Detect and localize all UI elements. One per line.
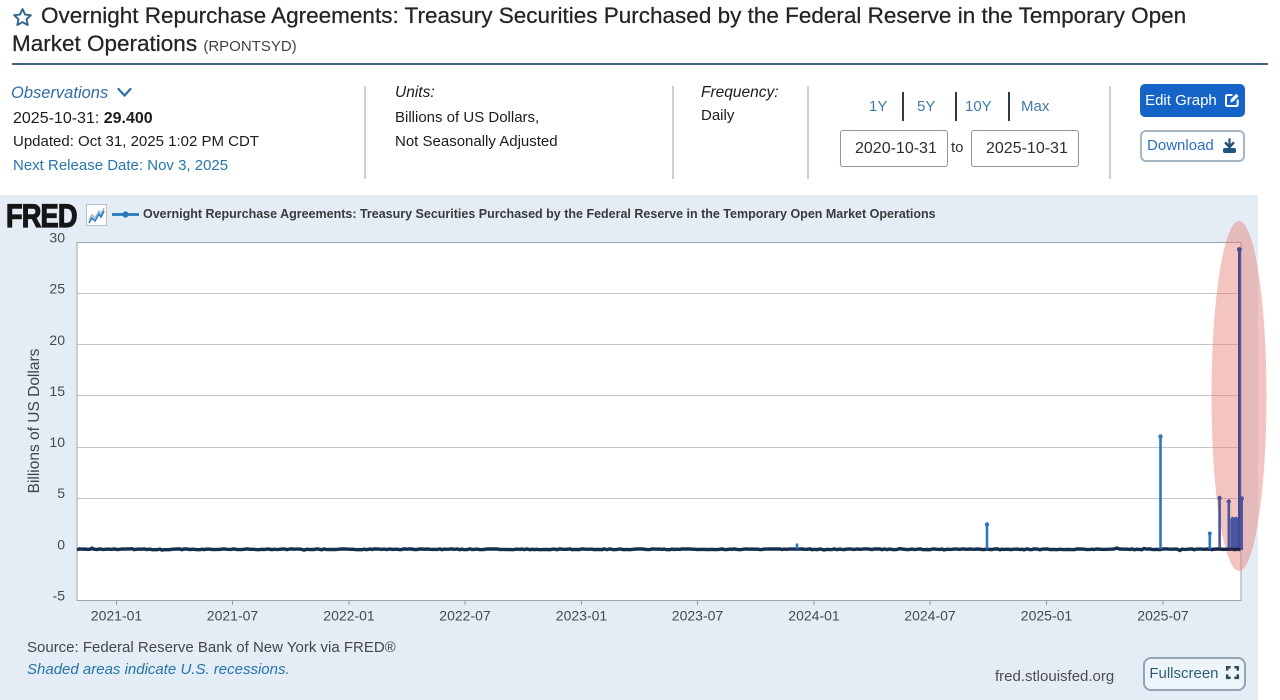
svg-text:2022-01: 2022-01 — [323, 608, 375, 624]
svg-text:20: 20 — [49, 332, 65, 348]
svg-text:0: 0 — [57, 536, 65, 552]
svg-text:-5: -5 — [53, 588, 66, 604]
svg-text:5: 5 — [57, 485, 65, 501]
svg-text:2023-07: 2023-07 — [672, 608, 724, 624]
svg-text:2024-07: 2024-07 — [904, 608, 956, 624]
svg-text:2022-07: 2022-07 — [439, 608, 491, 624]
svg-text:Billions of US Dollars: Billions of US Dollars — [26, 348, 43, 493]
svg-text:2025-07: 2025-07 — [1137, 608, 1189, 624]
svg-text:2021-01: 2021-01 — [91, 608, 143, 624]
svg-text:15: 15 — [49, 383, 65, 399]
svg-text:2021-07: 2021-07 — [207, 608, 259, 624]
svg-text:25: 25 — [49, 281, 65, 297]
svg-text:30: 30 — [49, 230, 65, 246]
svg-text:2025-01: 2025-01 — [1021, 608, 1073, 624]
svg-text:10: 10 — [49, 434, 65, 450]
svg-text:2024-01: 2024-01 — [788, 608, 840, 624]
svg-text:2023-01: 2023-01 — [556, 608, 608, 624]
